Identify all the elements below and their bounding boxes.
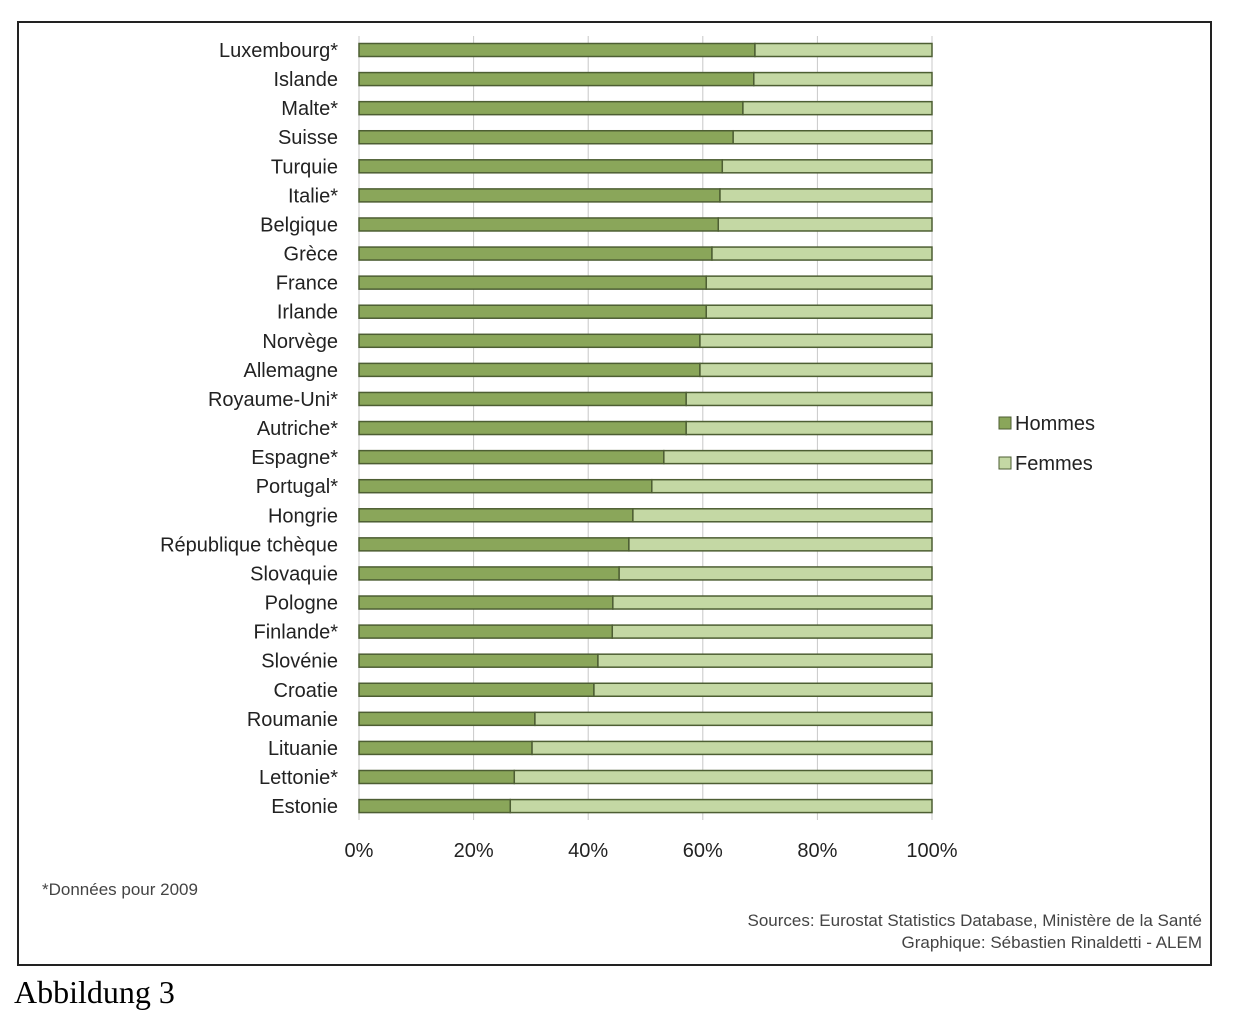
x-tick-label: 20%	[454, 840, 494, 862]
bar-femmes	[699, 362, 933, 378]
legend-swatch-hommes	[998, 416, 1012, 430]
bar-femmes	[699, 333, 933, 349]
sources-note: Sources: Eurostat Statistics Database, M…	[747, 911, 1202, 930]
y-category-label: Grèce	[284, 244, 338, 266]
bar-hommes	[358, 217, 720, 232]
bar-femmes	[651, 478, 933, 494]
bar-femmes	[705, 304, 933, 319]
graphic-credit: Graphique: Sébastien Rinaldetti - ALEM	[901, 933, 1202, 952]
y-category-label: Portugal*	[256, 476, 338, 498]
y-category-label: Croatie	[274, 680, 338, 702]
y-category-label: Islande	[274, 69, 339, 91]
bar-femmes	[632, 508, 933, 523]
bar-femmes	[705, 275, 933, 290]
y-category-label: République tchèque	[160, 534, 338, 556]
y-category-label: Slovaquie	[250, 563, 338, 585]
bar-hommes	[358, 682, 595, 698]
y-category-label: Slovénie	[261, 651, 338, 673]
y-category-label: Norvège	[262, 331, 338, 353]
bar-hommes	[358, 333, 701, 349]
footnote: *Données pour 2009	[42, 880, 198, 899]
bar-hommes	[358, 100, 744, 116]
bar-hommes	[358, 508, 634, 523]
legend-label-femmes: Femmes	[1015, 453, 1093, 475]
bar-femmes	[711, 246, 933, 261]
y-category-label: Pologne	[265, 593, 338, 615]
bar-femmes	[612, 595, 933, 610]
bar-hommes	[358, 71, 755, 87]
bar-hommes	[358, 246, 713, 261]
y-category-label: Allemagne	[243, 360, 338, 382]
y-category-label: Espagne*	[251, 447, 338, 469]
y-category-label: Finlande*	[253, 622, 338, 644]
bar-hommes	[358, 711, 536, 727]
bar-hommes	[358, 537, 630, 552]
chart-frame	[17, 21, 1212, 966]
bar-hommes	[358, 129, 734, 145]
bar-femmes	[663, 449, 933, 465]
bar-femmes	[534, 711, 933, 727]
y-category-label: Lettonie*	[259, 767, 338, 789]
legend-swatch-femmes	[998, 456, 1012, 470]
y-category-label: Irlande	[277, 302, 338, 324]
bar-femmes	[611, 624, 933, 639]
x-tick-label: 0%	[345, 840, 374, 862]
bar-femmes	[628, 537, 933, 552]
x-tick-label: 100%	[906, 840, 957, 862]
y-category-label: Luxembourg*	[219, 40, 338, 62]
y-category-label: Hongrie	[268, 505, 338, 527]
bar-femmes	[719, 188, 933, 203]
bar-hommes	[358, 740, 533, 756]
legend-label-hommes: Hommes	[1015, 413, 1095, 435]
y-category-label: Italie*	[288, 185, 338, 207]
y-category-label: France	[276, 273, 338, 295]
bar-femmes	[509, 798, 933, 814]
bar-hommes	[358, 478, 653, 494]
bar-femmes	[597, 653, 933, 668]
bar-hommes	[358, 159, 724, 174]
bar-hommes	[358, 420, 687, 436]
bar-hommes	[358, 449, 665, 465]
figure-caption: Abbildung 3	[14, 974, 175, 1010]
bar-hommes	[358, 798, 512, 814]
bar-femmes	[717, 217, 933, 232]
bar-hommes	[358, 624, 614, 639]
bar-femmes	[513, 769, 933, 785]
bar-femmes	[685, 391, 933, 407]
bar-femmes	[531, 740, 933, 756]
bar-femmes	[685, 420, 933, 436]
bar-hommes	[358, 595, 614, 610]
bar-femmes	[754, 42, 933, 58]
x-tick-label: 80%	[797, 840, 837, 862]
bar-hommes	[358, 769, 516, 785]
y-category-label: Belgique	[260, 214, 338, 236]
bar-hommes	[358, 653, 599, 668]
bar-femmes	[593, 682, 933, 698]
y-category-label: Lituanie	[268, 738, 338, 760]
bar-hommes	[358, 42, 756, 58]
bar-femmes	[742, 100, 933, 116]
bar-hommes	[358, 188, 721, 203]
x-tick-label: 60%	[683, 840, 723, 862]
bar-hommes	[358, 304, 707, 319]
y-category-label: Turquie	[271, 156, 338, 178]
y-category-label: Roumanie	[247, 709, 338, 731]
y-category-label: Autriche*	[257, 418, 338, 440]
y-category-label: Royaume-Uni*	[208, 389, 338, 411]
x-tick-label: 40%	[568, 840, 608, 862]
y-category-label: Malte*	[281, 98, 338, 120]
bar-femmes	[721, 159, 933, 174]
y-category-label: Estonie	[271, 796, 338, 818]
bar-hommes	[358, 566, 620, 581]
bar-femmes	[753, 71, 933, 87]
bar-hommes	[358, 362, 701, 378]
y-category-label: Suisse	[278, 127, 338, 149]
bar-femmes	[732, 129, 933, 145]
bar-hommes	[358, 275, 707, 290]
bar-femmes	[618, 566, 933, 581]
bar-hommes	[358, 391, 687, 407]
